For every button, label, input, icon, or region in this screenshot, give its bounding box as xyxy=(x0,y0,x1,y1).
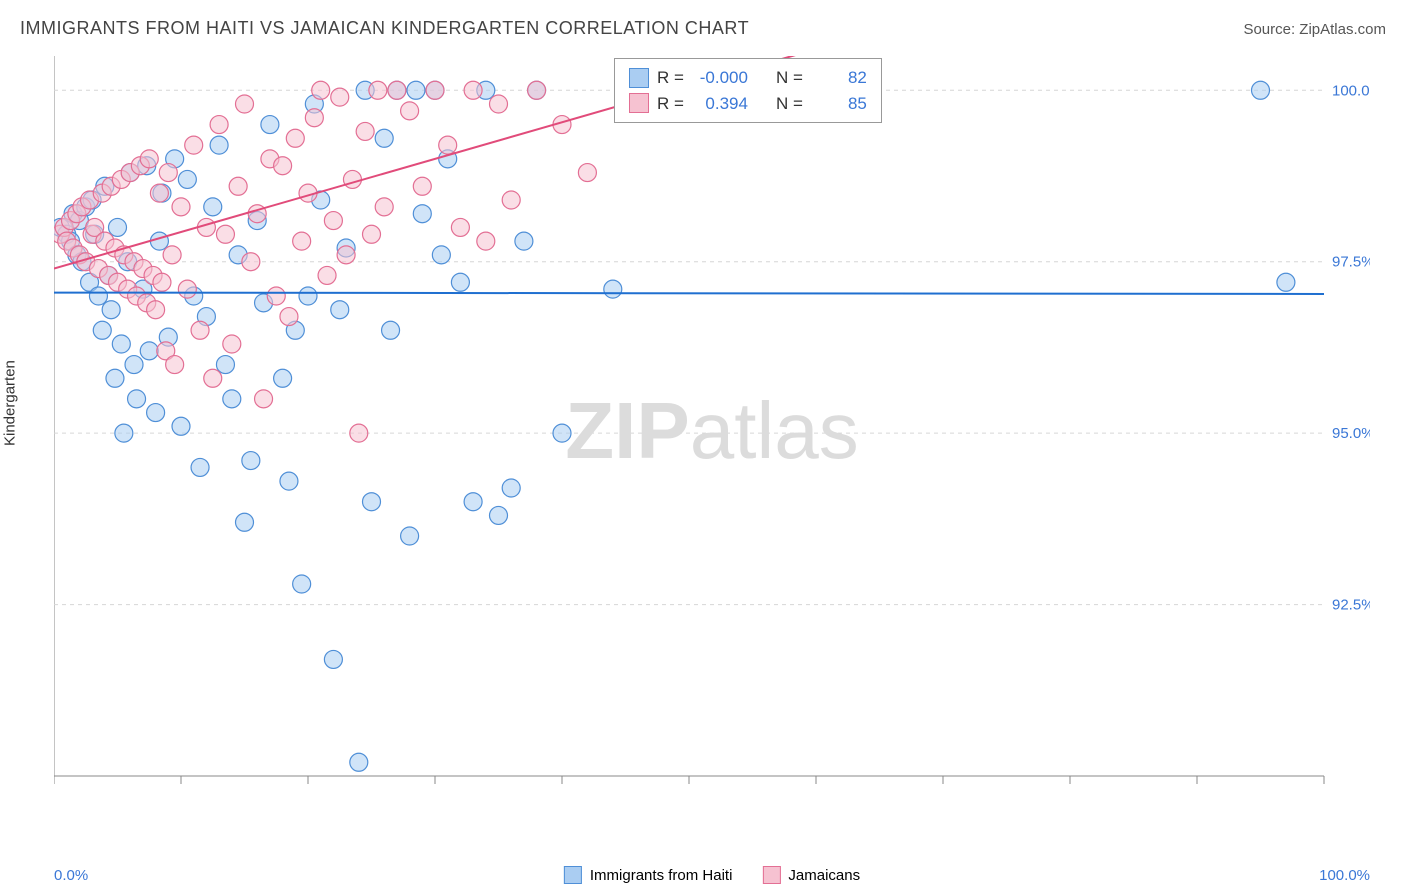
r-value: 0.394 xyxy=(692,91,748,117)
legend-swatch xyxy=(762,866,780,884)
n-label: N = xyxy=(776,65,803,91)
watermark-light: atlas xyxy=(690,386,859,475)
bottom-axis-row: 0.0% Immigrants from Haiti Jamaicans 100.… xyxy=(54,858,1370,892)
n-value: 85 xyxy=(811,91,867,117)
watermark: ZIPatlas xyxy=(565,385,858,477)
y-axis-label: Kindergarten xyxy=(2,360,19,446)
n-label: N = xyxy=(776,91,803,117)
watermark-bold: ZIP xyxy=(565,386,689,475)
legend-swatch xyxy=(564,866,582,884)
legend-label: Immigrants from Haiti xyxy=(590,867,733,884)
source-label: Source: ZipAtlas.com xyxy=(1243,21,1386,38)
x-axis-max-label: 100.0% xyxy=(1319,867,1370,884)
n-value: 82 xyxy=(811,65,867,91)
svg-text:92.5%: 92.5% xyxy=(1332,597,1370,614)
legend-swatch xyxy=(629,68,649,88)
r-label: R = xyxy=(657,65,684,91)
series-legend: Immigrants from Haiti Jamaicans xyxy=(564,866,860,884)
legend-swatch xyxy=(629,93,649,113)
legend-item: Jamaicans xyxy=(762,866,860,884)
stats-row: R = -0.000 N = 82 xyxy=(629,65,867,91)
chart-plot-area: ZIPatlas 92.5% 95.0% 97.5% 100.0% R = -0.000… xyxy=(54,56,1370,806)
stats-box: R = -0.000 N = 82 R = 0.394 N = 85 xyxy=(614,58,882,123)
stats-row: R = 0.394 N = 85 xyxy=(629,91,867,117)
legend-label: Jamaicans xyxy=(788,867,860,884)
svg-text:95.0%: 95.0% xyxy=(1332,425,1370,442)
svg-text:97.5%: 97.5% xyxy=(1332,254,1370,271)
r-value: -0.000 xyxy=(692,65,748,91)
r-label: R = xyxy=(657,91,684,117)
x-axis-min-label: 0.0% xyxy=(54,867,88,884)
legend-item: Immigrants from Haiti xyxy=(564,866,733,884)
chart-title: IMMIGRANTS FROM HAITI VS JAMAICAN KINDER… xyxy=(20,18,749,39)
title-row: IMMIGRANTS FROM HAITI VS JAMAICAN KINDER… xyxy=(20,18,1386,39)
svg-text:100.0%: 100.0% xyxy=(1332,82,1370,99)
chart-container: IMMIGRANTS FROM HAITI VS JAMAICAN KINDER… xyxy=(0,0,1406,892)
